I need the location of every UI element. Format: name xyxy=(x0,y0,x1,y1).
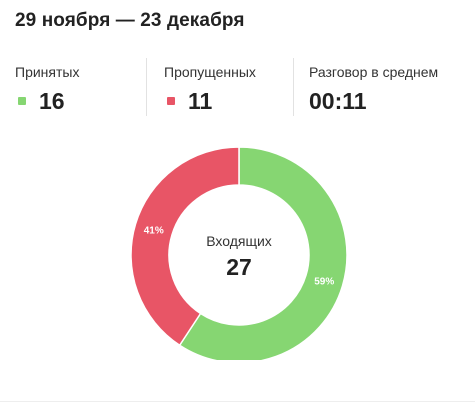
stat-divider xyxy=(146,58,147,116)
donut-svg: Входящих 27 59% 41% xyxy=(130,146,348,364)
stat-avg-talk-value: 00:11 xyxy=(309,88,367,114)
stat-accepted: Принятых 16 xyxy=(15,58,145,118)
stat-avg-talk-label: Разговор в среднем xyxy=(309,64,439,80)
stat-accepted-label: Принятых xyxy=(15,64,80,80)
donut-chart: Входящих 27 59% 41% xyxy=(0,140,475,364)
stat-avg-talk: Разговор в среднем 00:11 xyxy=(309,58,469,118)
stats-row: Принятых 16 Пропущенных 11 Разговор в ср… xyxy=(0,58,475,118)
bottom-divider xyxy=(0,401,475,402)
donut-slice-label-0: 59% xyxy=(314,277,334,288)
stat-missed-label: Пропущенных xyxy=(164,64,256,80)
center-value: 27 xyxy=(226,254,252,280)
stat-missed-value: 11 xyxy=(188,88,213,114)
donut-slice-0[interactable] xyxy=(178,146,348,364)
stat-accepted-value: 16 xyxy=(39,88,65,114)
red-square-icon xyxy=(167,97,175,105)
page-title: 29 ноября — 23 декабря xyxy=(15,10,245,31)
center-label: Входящих xyxy=(206,233,272,249)
stat-divider xyxy=(293,58,294,116)
stat-missed: Пропущенных 11 xyxy=(164,58,294,118)
donut-slice-label-1: 41% xyxy=(144,225,164,236)
donut-slice-1[interactable] xyxy=(130,146,240,347)
green-square-icon xyxy=(18,97,26,105)
